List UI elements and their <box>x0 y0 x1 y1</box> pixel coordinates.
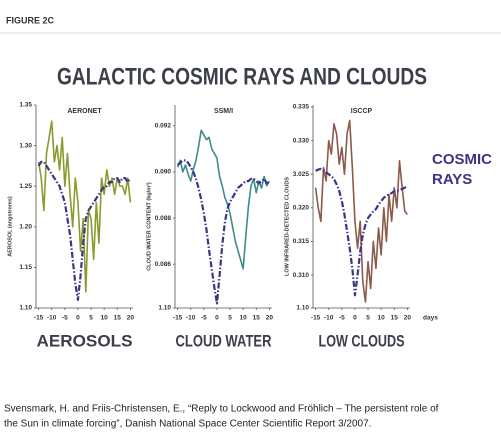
chart-label: LOW CLOUDS <box>319 331 405 350</box>
chart-title: ISCCP <box>351 108 373 115</box>
x-tick-label: -15 <box>311 315 321 322</box>
y-tick-label: 0.088 <box>155 215 172 222</box>
annotation: COSMIC <box>432 151 492 168</box>
y-tick-label: 1.35 <box>19 102 32 109</box>
x-axis-label: days <box>423 315 438 322</box>
x-tick-label: -15 <box>173 315 183 322</box>
x-tick-label: 0 <box>353 315 357 322</box>
x-tick-label: 10 <box>378 315 386 322</box>
main-title: GALACTIC COSMIC RAYS AND CLOUDS <box>57 63 427 90</box>
chart-title: SSM/I <box>214 108 233 115</box>
y-tick-label: 0.090 <box>155 169 172 176</box>
x-tick-label: -5 <box>201 315 207 322</box>
x-tick-label: 20 <box>266 315 274 322</box>
y-axis-label: CLOUD WATER CONTENT (kg/m²) <box>145 182 152 271</box>
y-tick-label: 1.30 <box>19 142 32 149</box>
y-tick-label: 0.330 <box>293 137 310 144</box>
data-line <box>37 120 132 293</box>
y-tick-label: 1.10 <box>19 305 32 312</box>
x-tick-label: -15 <box>34 315 44 322</box>
y-axis-label: LOW INFRARED-DETECTED CLOUDS <box>284 177 290 276</box>
y-tick-label: 0.086 <box>155 261 172 268</box>
y-tick-label: 1.20 <box>19 224 32 231</box>
cosmic-ray-line <box>37 160 132 301</box>
y-tick-label: 0.092 <box>155 122 172 129</box>
x-tick-label: 0 <box>76 315 80 322</box>
x-tick-label: 0 <box>215 315 219 322</box>
x-tick-label: 10 <box>240 315 248 322</box>
x-tick-label: 15 <box>253 315 261 322</box>
annotation: RAYS <box>432 171 472 188</box>
chart-label: AEROSOLS <box>37 331 133 350</box>
chart-label: CLOUD WATER <box>176 331 272 350</box>
y-tick-label: 3.025 <box>293 171 310 178</box>
y-tick-label: 1.10 <box>158 305 171 312</box>
x-tick-label: 15 <box>391 315 399 322</box>
y-tick-label: 0.335 <box>293 104 310 111</box>
caption-line: Svensmark, H. and Friis-Christensen, E.,… <box>4 404 439 415</box>
y-tick-label: 0.310 <box>293 272 310 279</box>
x-tick-label: 5 <box>228 315 232 322</box>
data-line <box>314 119 409 303</box>
cosmic-ray-line <box>315 167 408 297</box>
x-tick-label: 20 <box>127 315 135 322</box>
x-tick-label: 5 <box>89 315 93 322</box>
caption-line: the Sun in climate forcing”, Danish Nati… <box>4 419 371 430</box>
x-tick-label: -10 <box>324 315 334 322</box>
x-tick-label: -10 <box>47 315 57 322</box>
y-tick-label: 0.320 <box>293 205 310 212</box>
y-tick-label: 0.315 <box>293 238 310 245</box>
x-tick-label: 5 <box>366 315 370 322</box>
chart-title: AERONET <box>67 108 102 115</box>
x-tick-label: -10 <box>186 315 196 322</box>
x-tick-label: 15 <box>114 315 122 322</box>
x-tick-label: -5 <box>339 315 345 322</box>
figure-label: FIGURE 2C <box>6 15 55 25</box>
y-axis-label: AEROSOL (angstroms) <box>7 196 13 257</box>
data-line <box>176 129 271 270</box>
y-tick-label: 1.25 <box>19 183 32 190</box>
x-tick-label: -5 <box>62 315 68 322</box>
x-tick-label: 10 <box>101 315 109 322</box>
y-tick-label: 1.15 <box>19 264 32 271</box>
x-tick-label: 20 <box>404 315 412 322</box>
cosmic-ray-line <box>176 159 271 305</box>
y-tick-label: 1.10 <box>296 305 309 312</box>
